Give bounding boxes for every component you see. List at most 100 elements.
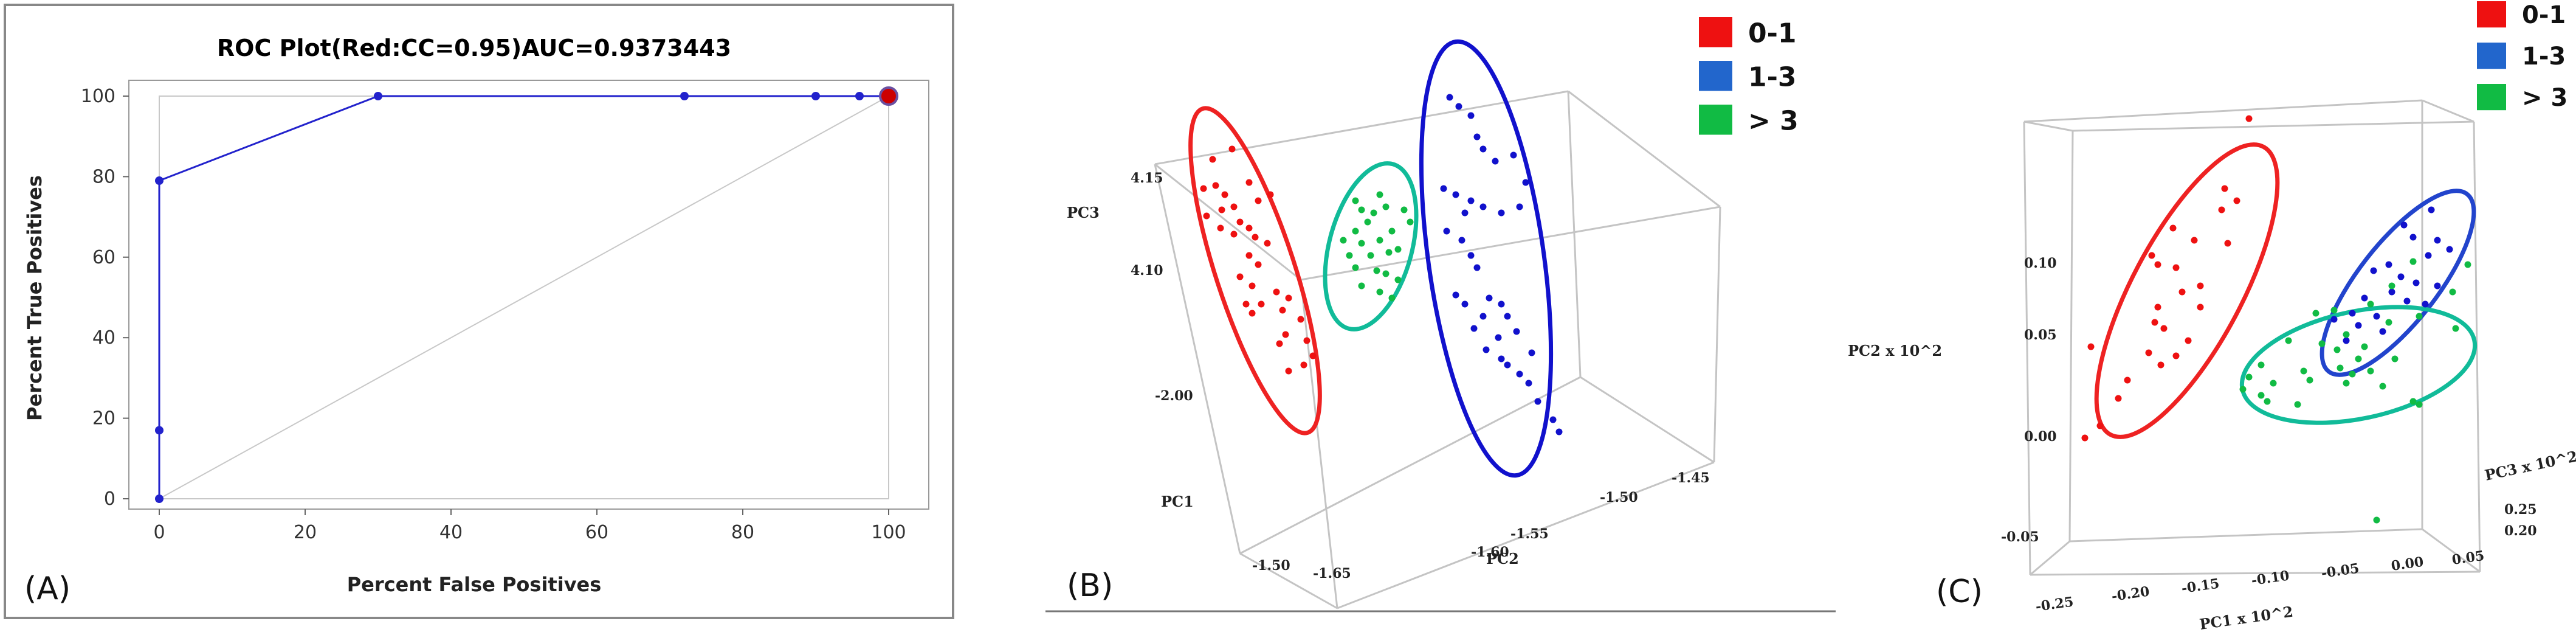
pca-b-point bbox=[1528, 349, 1535, 356]
pca-b-point bbox=[1340, 237, 1347, 244]
panel-label-b: (B) bbox=[1067, 567, 1113, 604]
roc-point bbox=[855, 92, 864, 100]
pca-c-point bbox=[2416, 401, 2423, 408]
pca-b-point bbox=[1525, 380, 1532, 387]
pca-c-point bbox=[2312, 310, 2319, 317]
pca-b-point bbox=[1248, 310, 1256, 317]
roc-xtick-label: 80 bbox=[731, 522, 754, 543]
pca-b-point bbox=[1522, 179, 1529, 186]
roc-ylabel: Percent True Positives bbox=[23, 175, 46, 421]
pca-b-point bbox=[1473, 264, 1481, 271]
pca-b-point bbox=[1504, 361, 1511, 369]
pca-c-x-tick: -0.05 bbox=[2320, 560, 2360, 581]
pca-b-legend-swatch bbox=[1699, 17, 1732, 47]
pca-b-x-tick: -1.50 bbox=[1252, 558, 1290, 574]
pca-c-point bbox=[2160, 325, 2168, 332]
pca-b-point bbox=[1236, 273, 1244, 280]
pca-c-point bbox=[2367, 300, 2374, 308]
pca-c-point bbox=[2403, 297, 2411, 305]
pca-c-ellipses bbox=[2094, 142, 2478, 439]
pca-b-y-tick: -1.45 bbox=[1672, 470, 1710, 486]
pca-c-point bbox=[2330, 307, 2338, 314]
pca-c-y-tick: -0.05 bbox=[2001, 529, 2039, 545]
roc-point bbox=[680, 92, 689, 100]
pca-c-point bbox=[2391, 355, 2399, 363]
pca-b-point bbox=[1510, 151, 1517, 159]
pca-b-point bbox=[1255, 197, 1262, 204]
pca-b-ellipse-1-3 bbox=[1419, 39, 1554, 478]
pca-b-legend-swatch bbox=[1699, 61, 1732, 91]
pca-b-point bbox=[1498, 209, 1505, 217]
roc-highlight-point bbox=[879, 86, 898, 106]
pca-b-point bbox=[1479, 203, 1487, 210]
pca-b-point bbox=[1455, 103, 1462, 110]
pca-b-point bbox=[1555, 428, 1563, 435]
pca-b-point bbox=[1483, 346, 1490, 353]
pca-b-point bbox=[1467, 112, 1475, 119]
pca-c-legend-label: > 3 bbox=[2522, 84, 2567, 112]
pca-c-point bbox=[2172, 352, 2180, 359]
pca-c-point bbox=[2148, 252, 2155, 259]
pca-c-x-tick: -0.25 bbox=[2034, 594, 2075, 614]
pca-b-point bbox=[1276, 340, 1283, 347]
pca-c-y-label: PC2 x 10^2 bbox=[1848, 342, 1942, 359]
pca-c-point bbox=[2464, 261, 2471, 268]
pca-c-point bbox=[2081, 434, 2089, 442]
pca-c-x-tick: -0.10 bbox=[2250, 567, 2290, 588]
pca-b-point bbox=[1513, 328, 1520, 335]
pca-c-legend: 0-1 1-3 > 3 bbox=[2477, 1, 2567, 112]
pca-c-point bbox=[2172, 264, 2180, 271]
pca-b-legend-label: 1-3 bbox=[1748, 61, 1797, 92]
pca-c-point bbox=[2388, 288, 2395, 296]
pca-c-point bbox=[2218, 206, 2225, 213]
pca-c-point bbox=[2355, 322, 2362, 329]
pca-c-ellipse-0-1 bbox=[2094, 142, 2280, 439]
pca-c-point bbox=[2422, 300, 2429, 308]
pca-b-point bbox=[1446, 94, 1453, 101]
roc-ytick-label: 100 bbox=[81, 86, 115, 107]
pca-c-legend-swatch bbox=[2477, 1, 2506, 28]
pca-b-point bbox=[1352, 264, 1359, 271]
pca-c-point bbox=[2449, 288, 2456, 296]
pca-c-ellipse-1-3 bbox=[2319, 189, 2476, 377]
pca-c-point bbox=[2245, 115, 2253, 122]
pca-c-point bbox=[2154, 304, 2161, 311]
pca-c-point bbox=[2361, 343, 2368, 350]
pca-b-point bbox=[1258, 300, 1265, 308]
roc-point bbox=[811, 92, 820, 100]
pca-b-point bbox=[1461, 300, 1469, 308]
pca-c-point bbox=[2233, 197, 2240, 204]
pca-b-y-tick: -1.55 bbox=[1510, 526, 1549, 542]
roc-xtick-label: 20 bbox=[294, 522, 317, 543]
pca-b-point bbox=[1303, 337, 1310, 344]
pca-c-point bbox=[2300, 367, 2307, 375]
pca-c-legend-label: 0-1 bbox=[2522, 1, 2566, 29]
pca-b-point bbox=[1370, 209, 1377, 217]
pca-c-legend-swatch bbox=[2477, 84, 2506, 111]
pca-c-point bbox=[2257, 392, 2265, 399]
pca-b-legend-label: > 3 bbox=[1748, 105, 1799, 136]
pca-c-point bbox=[2197, 304, 2204, 311]
pca-b-box bbox=[1154, 90, 1721, 609]
pca-c-point bbox=[2197, 282, 2204, 290]
pca-c-point bbox=[2306, 376, 2313, 384]
pca-b-legend: 0-1 1-3 > 3 bbox=[1699, 17, 1799, 136]
pca-b-point bbox=[1255, 261, 1262, 268]
pca-b-point bbox=[1486, 294, 1493, 302]
pca-b-x-tick: -2.00 bbox=[1155, 388, 1193, 404]
pca-b-x-label: PC1 bbox=[1161, 493, 1194, 510]
pca-c-point bbox=[2145, 349, 2152, 356]
pca-b-point bbox=[1452, 291, 1459, 299]
pca-c-point bbox=[2257, 361, 2265, 369]
pca-b-point bbox=[1394, 246, 1402, 253]
pca-c-point bbox=[2373, 516, 2380, 524]
pca-b-z-label: PC3 bbox=[1067, 204, 1100, 221]
pca-b-point bbox=[1230, 203, 1238, 210]
pca-c-point bbox=[2221, 185, 2228, 192]
pca-b-point bbox=[1407, 218, 1414, 226]
pca-b-point bbox=[1300, 361, 1307, 369]
pca-b-points bbox=[1200, 94, 1563, 435]
pca-c-point bbox=[2361, 294, 2368, 302]
roc-plot-area: 0 20 40 60 80 100 0 20 40 60 80 100 bbox=[81, 80, 929, 543]
pca-c-x-tick: 0.00 bbox=[2390, 554, 2425, 574]
